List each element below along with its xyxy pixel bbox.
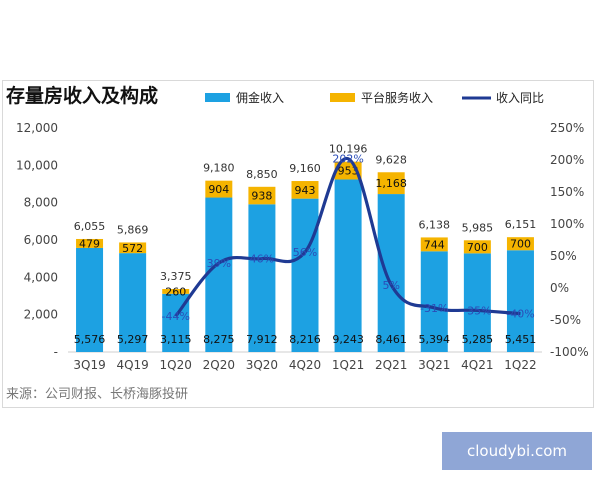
data-label-total: 3,375 [160, 270, 192, 283]
data-label-platform: 700 [467, 241, 488, 254]
data-label-total: 6,151 [505, 218, 537, 231]
data-label-commission: 7,912 [246, 333, 278, 346]
chart-title: 存量房收入及构成 [6, 84, 158, 107]
x-tick-label: 3Q20 [246, 358, 278, 372]
bar-platform [248, 186, 276, 205]
x-tick-label: 4Q21 [461, 358, 493, 372]
x-tick-label: 4Q20 [289, 358, 321, 372]
data-label-yoy: 202% [332, 153, 363, 166]
x-tick-label: 4Q19 [116, 358, 148, 372]
x-tick-label: 2Q20 [203, 358, 235, 372]
data-label-total: 9,180 [203, 162, 235, 175]
data-label-commission: 5,451 [505, 333, 537, 346]
chart-source: 来源：公司财报、长桥海豚投研 [6, 386, 188, 402]
x-tick-label: 3Q19 [73, 358, 105, 372]
data-label-yoy: 46% [250, 253, 274, 266]
y-left-tick-label: 6,000 [24, 233, 58, 247]
bar-platform [506, 237, 534, 251]
y-right-tick-label: 250% [550, 121, 584, 135]
data-label-commission: 3,115 [160, 333, 192, 346]
line-yoy [174, 157, 521, 318]
y-right-tick-label: 50% [550, 249, 577, 263]
data-label-commission: 5,285 [462, 333, 494, 346]
bar-commission [76, 247, 104, 352]
bar-platform [76, 238, 104, 248]
legend-swatch-platform [330, 93, 355, 102]
bar-platform [377, 172, 405, 195]
y-right-tick-label: 200% [550, 153, 584, 167]
data-label-yoy: -31% [420, 302, 448, 315]
y-right-tick-label: -100% [550, 345, 589, 359]
data-label-yoy: -40% [506, 308, 534, 321]
data-label-yoy: 5% [382, 279, 399, 292]
data-label-platform: 744 [424, 238, 445, 251]
x-tick-label: 1Q21 [332, 358, 364, 372]
bar-platform [463, 240, 491, 254]
data-label-total: 6,138 [419, 218, 451, 231]
bar-commission [377, 194, 405, 352]
data-label-platform: 260 [165, 285, 186, 298]
data-label-platform: 953 [338, 165, 359, 178]
data-label-commission: 5,297 [117, 333, 149, 346]
watermark-badge: cloudybi.com [442, 432, 592, 470]
bar-platform [119, 242, 147, 254]
data-label-yoy: -44% [162, 310, 190, 323]
bar-commission [463, 253, 491, 352]
data-label-commission: 8,275 [203, 333, 235, 346]
bar-commission [506, 250, 534, 352]
data-label-platform: 904 [208, 183, 229, 196]
x-tick-label: 1Q22 [504, 358, 536, 372]
data-label-platform: 700 [510, 238, 531, 251]
bar-platform [205, 180, 233, 198]
data-label-platform: 943 [295, 184, 316, 197]
y-right-tick-label: -50% [550, 313, 581, 327]
data-label-yoy: 39% [207, 257, 231, 270]
data-label-yoy: -35% [463, 304, 491, 317]
bar-platform [291, 181, 319, 199]
legend-swatch-commission [205, 93, 230, 102]
y-right-tick-label: 100% [550, 217, 584, 231]
bar-commission [291, 198, 319, 352]
data-label-platform: 572 [122, 242, 143, 255]
y-left-tick-label: 2,000 [24, 308, 58, 322]
y-left-tick-label: 4,000 [24, 270, 58, 284]
data-label-total: 10,196 [329, 143, 368, 156]
x-tick-label: 2Q21 [375, 358, 407, 372]
bar-platform [162, 289, 190, 294]
data-label-commission: 9,243 [332, 333, 364, 346]
data-label-platform: 938 [251, 190, 272, 203]
x-tick-label: 3Q21 [418, 358, 450, 372]
bar-commission [420, 251, 448, 352]
bar-commission [334, 179, 362, 352]
data-label-platform: 1,168 [375, 177, 407, 190]
y-right-tick-label: 0% [550, 281, 569, 295]
bar-platform [420, 237, 448, 252]
bar-commission [248, 204, 276, 352]
data-label-commission: 5,394 [419, 333, 451, 346]
data-label-yoy: 56% [293, 246, 317, 259]
data-label-platform: 479 [79, 237, 100, 250]
y-left-tick-label: 8,000 [24, 196, 58, 210]
data-label-total: 5,985 [462, 221, 494, 234]
data-label-total: 9,628 [375, 153, 407, 166]
chart-svg: 存量房收入及构成 佣金收入 平台服务收入 收入同比 - 2,000 4,000 6,000 8,… [6, 84, 589, 402]
y-left-tick-label: 12,000 [16, 121, 58, 135]
bar-commission [205, 197, 233, 352]
legend-label-commission: 佣金收入 [236, 90, 284, 105]
x-tick-label: 1Q20 [160, 358, 192, 372]
y-left-tick-label: - [54, 345, 58, 359]
data-label-total: 9,160 [289, 162, 321, 175]
bar-commission [119, 253, 147, 352]
data-label-total: 6,055 [74, 220, 106, 233]
data-label-total: 8,850 [246, 168, 278, 181]
data-label-commission: 5,576 [74, 333, 106, 346]
data-label-commission: 8,461 [375, 333, 407, 346]
y-left-tick-label: 10,000 [16, 158, 58, 172]
y-right-tick-label: 150% [550, 185, 584, 199]
legend-label-platform: 平台服务收入 [361, 90, 433, 105]
legend-label-yoy: 收入同比 [496, 91, 544, 105]
data-label-commission: 8,216 [289, 333, 321, 346]
data-label-total: 5,869 [117, 223, 149, 236]
